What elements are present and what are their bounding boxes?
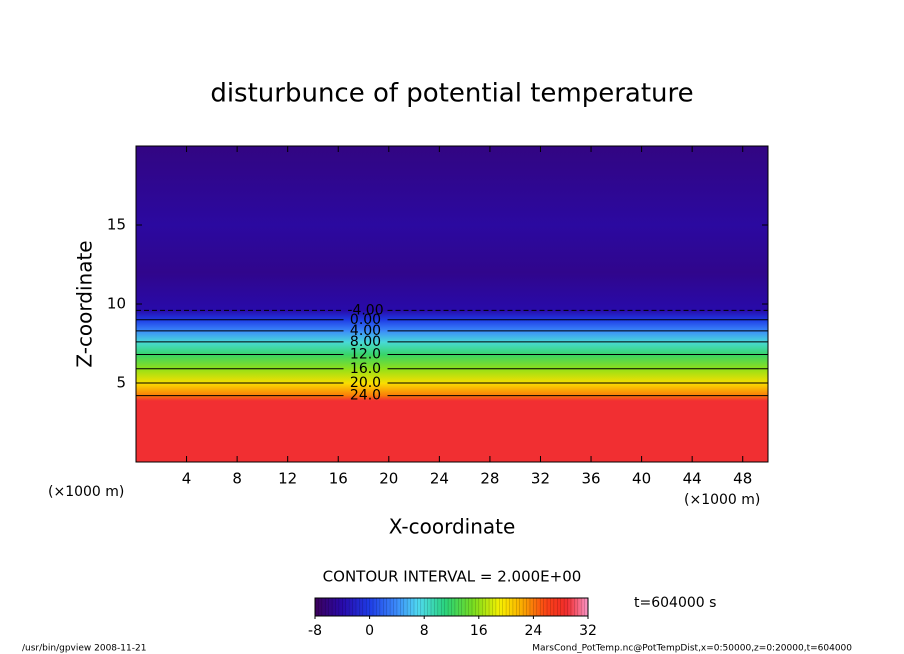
contour-label: -4.00 (347, 302, 383, 318)
contour-label: 16.0 (350, 361, 381, 377)
x-tick-label: 20 (379, 470, 398, 488)
x-tick-label: 44 (683, 470, 702, 488)
field-band (136, 146, 768, 226)
x-unit-label: (×1000 m) (684, 492, 760, 508)
colorbar-tick-label: 8 (420, 623, 429, 639)
x-tick-label: 12 (278, 470, 297, 488)
x-tick-label: 8 (232, 470, 242, 488)
field-band (136, 354, 768, 370)
x-tick-label: 36 (581, 470, 600, 488)
contour-interval: CONTOUR INTERVAL = 2.000E+00 (323, 568, 582, 586)
x-tick-label: 16 (329, 470, 348, 488)
colorbar-tick-label: -8 (308, 623, 322, 639)
contour-label: 0.00 (350, 312, 381, 328)
contour-label: 4.00 (350, 323, 381, 339)
time-label: t=604000 s (634, 595, 716, 611)
colorbar-tick-label: 0 (365, 623, 374, 639)
field-band (136, 330, 768, 343)
chart-title: disturbunce of potential temperature (210, 79, 693, 109)
colorbar-tick-label: 32 (579, 623, 597, 639)
x-tick-label: 48 (733, 470, 752, 488)
y-axis-label: Z-coordinate (73, 240, 97, 367)
y-tick-label: 10 (107, 295, 126, 313)
x-tick-label: 32 (531, 470, 550, 488)
y-tick-label: 15 (107, 216, 126, 234)
field-band (136, 272, 768, 311)
colorbar-tick-label: 24 (524, 623, 542, 639)
field-band (136, 383, 768, 397)
field-band (136, 368, 768, 384)
x-tick-label: 24 (430, 470, 449, 488)
x-unit-label: (×1000 m) (48, 484, 124, 500)
contour-label: 20.0 (350, 375, 381, 391)
field-band (136, 310, 768, 321)
field-band (136, 400, 768, 463)
contour-label: 24.0 (350, 388, 381, 404)
field-band (136, 225, 768, 273)
x-tick-label: 28 (480, 470, 499, 488)
footer-right: MarsCond_PotTemp.nc@PotTempDist,x=0:5000… (532, 644, 852, 654)
field-band (136, 341, 768, 356)
contour-label: 8.00 (350, 334, 381, 350)
x-tick-label: 4 (182, 470, 192, 488)
x-tick-label: 40 (632, 470, 651, 488)
footer-left: /usr/bin/gpview 2008-11-21 (22, 644, 146, 654)
x-axis-label: X-coordinate (389, 515, 516, 539)
y-tick-label: 5 (116, 374, 126, 392)
field-band (136, 395, 768, 401)
contour-label: 12.0 (350, 347, 381, 363)
field-band (136, 319, 768, 332)
colorbar-tick-label: 16 (470, 623, 488, 639)
